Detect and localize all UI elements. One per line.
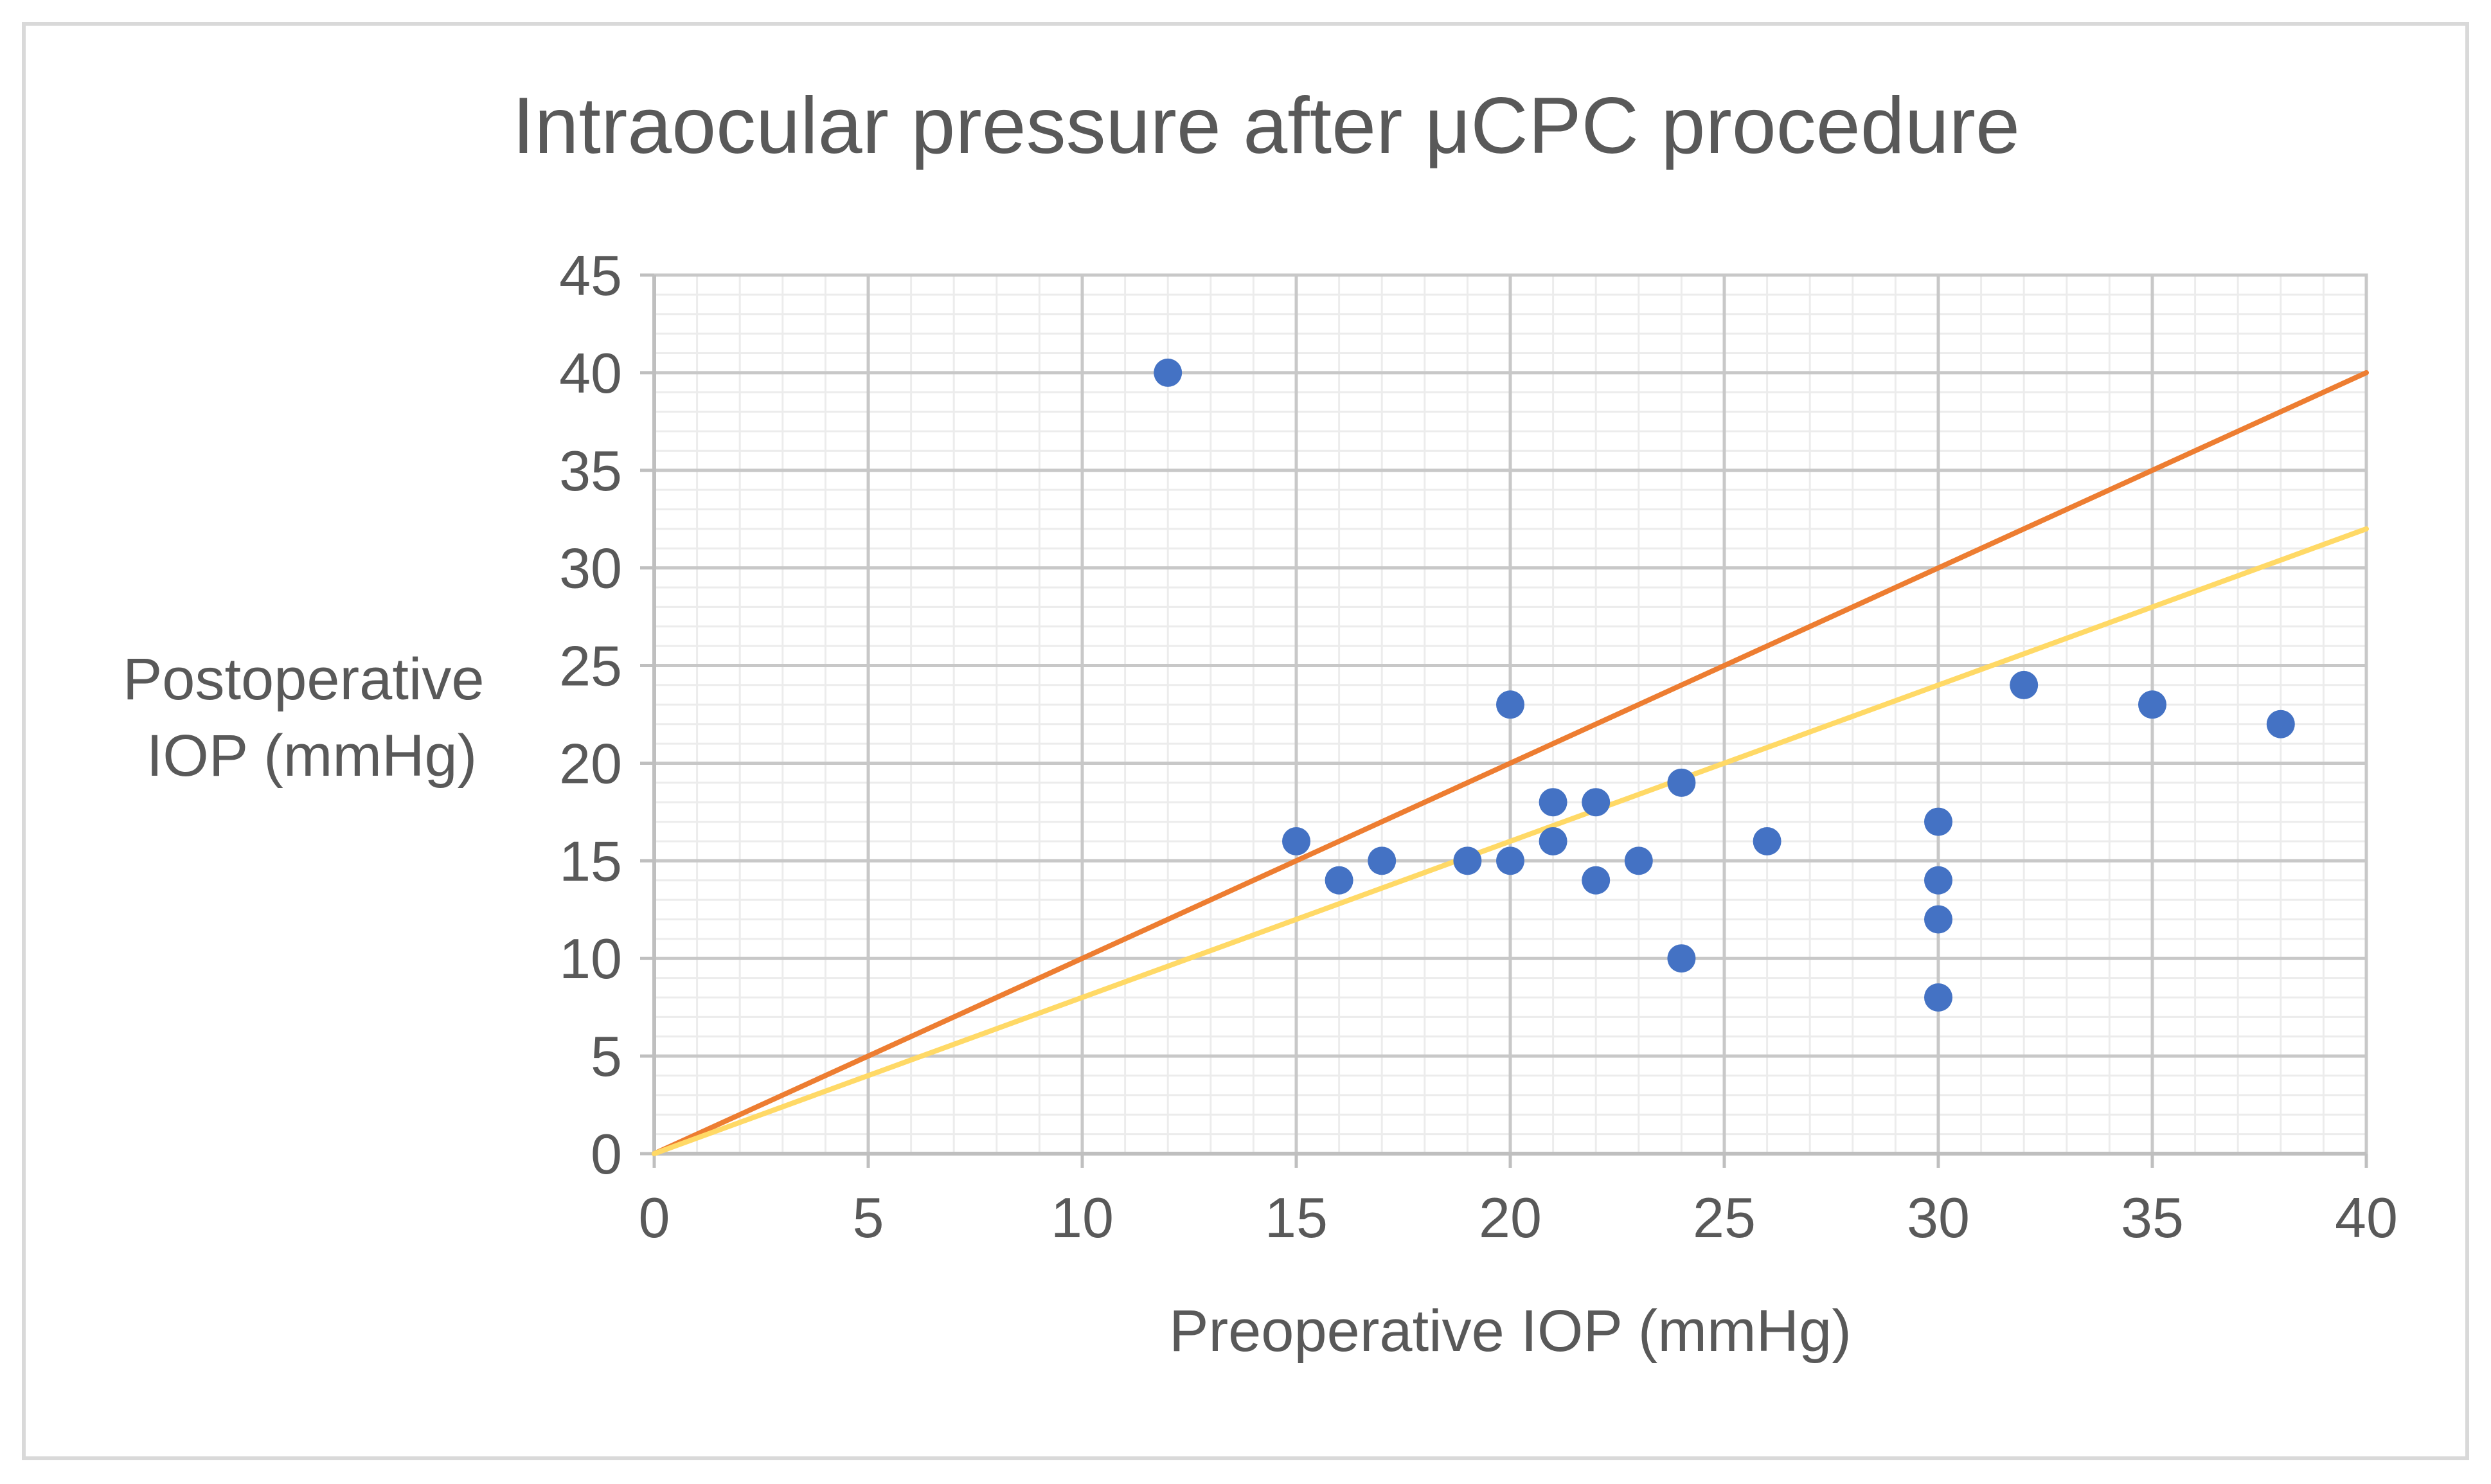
data-point [1667,944,1696,973]
x-tick-label: 15 [1265,1186,1328,1249]
series-lines [652,370,2369,1156]
x-tick-label: 5 [853,1186,884,1249]
x-tick-label: 0 [639,1186,670,1249]
data-point [1282,827,1310,855]
x-tick-label: 25 [1693,1186,1756,1249]
y-axis-label: Postoperative IOP (mmHg) [123,647,501,789]
y-tick-label: 25 [559,634,622,698]
x-tick-label: 40 [2335,1186,2398,1249]
y-tick-label: 15 [559,829,622,893]
y-tick-label: 10 [559,927,622,990]
chart-title: Intraocular pressure after μCPC procedur… [512,82,2020,170]
x-tick-label: 20 [1479,1186,1542,1249]
data-point [1453,846,1482,875]
data-point [1924,866,1952,895]
data-point [1753,827,1781,855]
y-tick-label: 20 [559,731,622,795]
data-point [1154,358,1183,387]
x-tick-label: 35 [2121,1186,2184,1249]
data-point [1496,846,1524,875]
data-point [1539,788,1567,817]
x-axis-label: Preoperative IOP (mmHg) [1169,1298,1852,1364]
series-line-1 [652,370,2369,1156]
y-tick-label: 0 [591,1122,622,1186]
data-point [1582,866,1611,895]
data-point [1368,846,1397,875]
y-tick-label: 30 [559,537,622,600]
x-tick-label: 30 [1907,1186,1970,1249]
data-point [1624,846,1653,875]
y-tick-label: 5 [591,1024,622,1088]
y-axis-ticks: 0 5 10 15 20 25 30 35 40 45 [559,244,654,1186]
y-axis-label-line-1: Postoperative [123,647,485,712]
data-point [1924,905,1952,934]
series-points [1154,358,2295,1012]
data-point [2138,690,2166,719]
series-line-2 [652,526,2369,1156]
data-point [1924,807,1952,836]
data-point [1667,768,1696,797]
data-point [1496,690,1524,719]
data-point [2266,710,2295,738]
y-axis-label-line-2: IOP (mmHg) [147,723,478,789]
y-tick-label: 45 [559,244,622,307]
data-point [2010,670,2039,699]
y-tick-label: 35 [559,439,622,503]
data-point [1924,983,1952,1012]
data-point [1582,788,1611,817]
data-point [1539,827,1567,855]
data-point [1325,866,1353,895]
x-axis-ticks: 0 5 10 15 20 25 30 35 40 [639,1154,2398,1249]
chart-frame [22,22,2469,1460]
y-tick-label: 40 [559,341,622,405]
x-tick-label: 10 [1051,1186,1114,1249]
